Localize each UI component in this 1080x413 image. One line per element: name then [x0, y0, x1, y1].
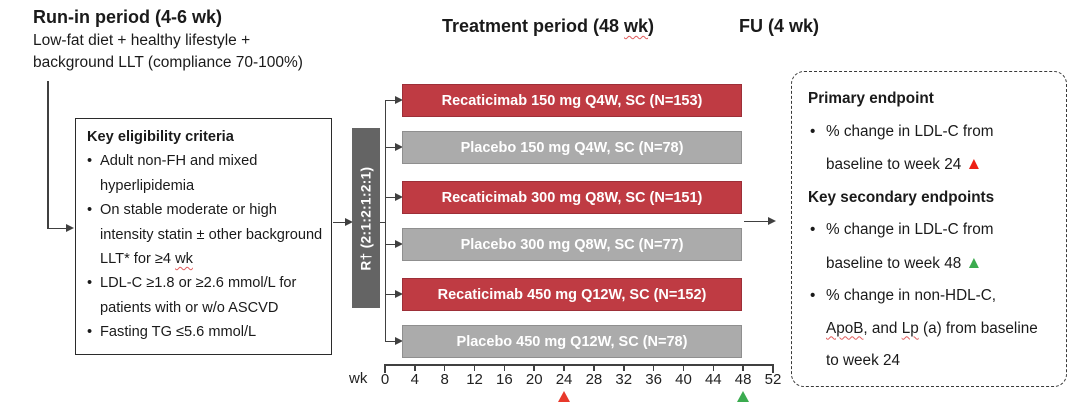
axis-label-week-32: 32	[615, 371, 633, 388]
axis-label-week-44: 44	[704, 371, 722, 388]
axis-tick-week-4	[414, 364, 416, 371]
arrowhead-arm-1	[395, 96, 403, 104]
axis-tick-week-48	[742, 364, 744, 371]
arrowhead-arm-5	[395, 290, 403, 298]
branch-trunk-line	[384, 100, 387, 342]
bullet-icon: •	[87, 275, 93, 292]
eligibility-list: • Adult non-FH and mixed hyperlipidemia • O…	[87, 149, 323, 344]
eligibility-item: • Adult non-FH and mixed hyperlipidemia	[87, 149, 323, 198]
secondary-endpoint-item: •% change in non-HDL-C, ApoB, and Lp (a)…	[808, 280, 1038, 378]
branch-line-arm-2	[385, 146, 397, 149]
arm-bar-recaticimab-1: Recaticimab 150 mg Q4W, SC (N=153)	[402, 84, 742, 117]
secondary-endpoints-title: Key secondary endpoints	[808, 188, 995, 206]
arm-bar-placebo-4: Placebo 300 mg Q8W, SC (N=77)	[402, 228, 742, 261]
arm-bar-recaticimab-3: Recaticimab 300 mg Q8W, SC (N=151)	[402, 181, 742, 214]
axis-tick-week-12	[473, 364, 476, 371]
primary-endpoint-list: •% change in LDL-C from baseline to week…	[808, 116, 1056, 182]
run-in-period-header: Run-in period (4-6 wk) Low-fat diet + he…	[33, 7, 303, 74]
axis-tick-week-36	[652, 364, 655, 371]
eligibility-item: • On stable moderate or high intensity st…	[87, 198, 323, 271]
axis-tick-week-44	[712, 364, 715, 371]
run-in-connector-line	[47, 81, 49, 229]
axis-tick-week-16	[503, 364, 506, 371]
arm-bar-recaticimab-5: Recaticimab 450 mg Q12W, SC (N=152)	[402, 278, 742, 311]
axis-label-week-48: 48	[734, 371, 752, 388]
run-in-connector-line	[47, 227, 66, 230]
branch-line-arm-5	[385, 293, 397, 296]
run-in-title: Run-in period (4-6 wk)	[33, 7, 222, 27]
secondary-endpoint-list: •% change in LDL-C from baseline to week…	[808, 214, 1056, 378]
eligibility-title: Key eligibility criteria	[87, 129, 234, 145]
bullet-icon: •	[87, 324, 93, 341]
arrowhead-arm-3	[395, 193, 403, 201]
run-in-desc-line1: Low-fat diet + healthy lifestyle +	[33, 32, 251, 49]
endpoints-box: Primary endpoint •% change in LDL-C from…	[791, 71, 1067, 387]
arrowhead-arm-6	[395, 337, 403, 345]
connector-r-to-branch	[380, 221, 386, 224]
axis-label-week-40: 40	[675, 371, 692, 388]
primary-endpoint-item: •% change in LDL-C from baseline to week…	[808, 116, 1038, 182]
arrowhead-arm-2	[395, 143, 403, 151]
axis-tick-week-40	[682, 364, 685, 371]
axis-tick-week-32	[622, 364, 625, 371]
connector-box-to-r	[333, 221, 346, 224]
arm-bar-placebo-2: Placebo 150 mg Q4W, SC (N=78)	[402, 131, 742, 164]
axis-label-week-16: 16	[496, 371, 513, 388]
bullet-icon: •	[810, 221, 816, 238]
endpoint-triangle-icon: ▲	[965, 154, 983, 173]
arrowhead-into-r	[345, 218, 353, 226]
axis-label-week-28: 28	[585, 371, 603, 388]
axis-label-week-20: 20	[525, 371, 543, 388]
arrowhead-into-endpoints	[768, 217, 776, 225]
secondary-endpoint-item: •% change in LDL-C from baseline to week…	[808, 214, 1038, 280]
axis-label-week-24: 24	[555, 371, 573, 388]
axis-tick-week-52	[772, 364, 774, 373]
axis-label-week-36: 36	[645, 371, 662, 388]
connector-to-endpoints	[744, 220, 769, 223]
axis-tick-week-0	[384, 364, 386, 373]
axis-label-week-12: 12	[466, 371, 483, 388]
branch-line-arm-4	[385, 243, 397, 246]
branch-line-arm-6	[385, 340, 397, 343]
eligibility-criteria-box: Key eligibility criteria • Adult non-FH a…	[75, 118, 332, 355]
eligibility-item: • Fasting TG ≤5.6 mmol/L	[87, 320, 323, 344]
week24-primary-marker-icon	[557, 391, 570, 402]
bullet-icon: •	[810, 287, 816, 304]
eligibility-item: • LDL-C ≥1.8 or ≥2.6 mmol/L for patients …	[87, 271, 323, 320]
branch-line-arm-1	[385, 99, 397, 102]
run-in-desc-line2: background LLT (compliance 70-100%)	[33, 54, 303, 71]
bullet-icon: •	[810, 122, 816, 140]
arrowhead-arm-4	[395, 240, 403, 248]
bullet-icon: •	[87, 202, 93, 219]
axis-label-week-8: 8	[440, 371, 449, 388]
treatment-period-header: Treatment period (48 wk)	[441, 16, 655, 36]
axis-label-week-4: 4	[410, 371, 420, 388]
arm-bar-placebo-6: Placebo 450 mg Q12W, SC (N=78)	[402, 325, 742, 358]
axis-tick-week-8	[443, 364, 446, 371]
axis-label-week-0: 0	[380, 371, 390, 388]
randomization-label: R† (2:1:2:1:2:1)	[358, 166, 374, 270]
arrowhead-into-eligibility	[66, 224, 74, 232]
axis-tick-week-24	[563, 364, 565, 371]
axis-tick-week-28	[593, 364, 595, 371]
week48-secondary-marker-icon	[736, 391, 749, 402]
run-in-description: Low-fat diet + healthy lifestyle + backg…	[33, 30, 303, 74]
randomization-bar: R† (2:1:2:1:2:1)	[352, 128, 380, 308]
primary-endpoint-title: Primary endpoint	[808, 90, 934, 107]
axis-unit-label: wk	[349, 370, 368, 387]
branch-line-arm-3	[385, 196, 397, 199]
endpoint-triangle-icon: ▲	[965, 252, 983, 272]
axis-label-week-52: 52	[764, 371, 782, 388]
bullet-icon: •	[87, 153, 93, 170]
axis-tick-week-20	[533, 364, 536, 371]
follow-up-header: FU (4 wk)	[739, 16, 820, 36]
axis-line	[385, 364, 774, 366]
